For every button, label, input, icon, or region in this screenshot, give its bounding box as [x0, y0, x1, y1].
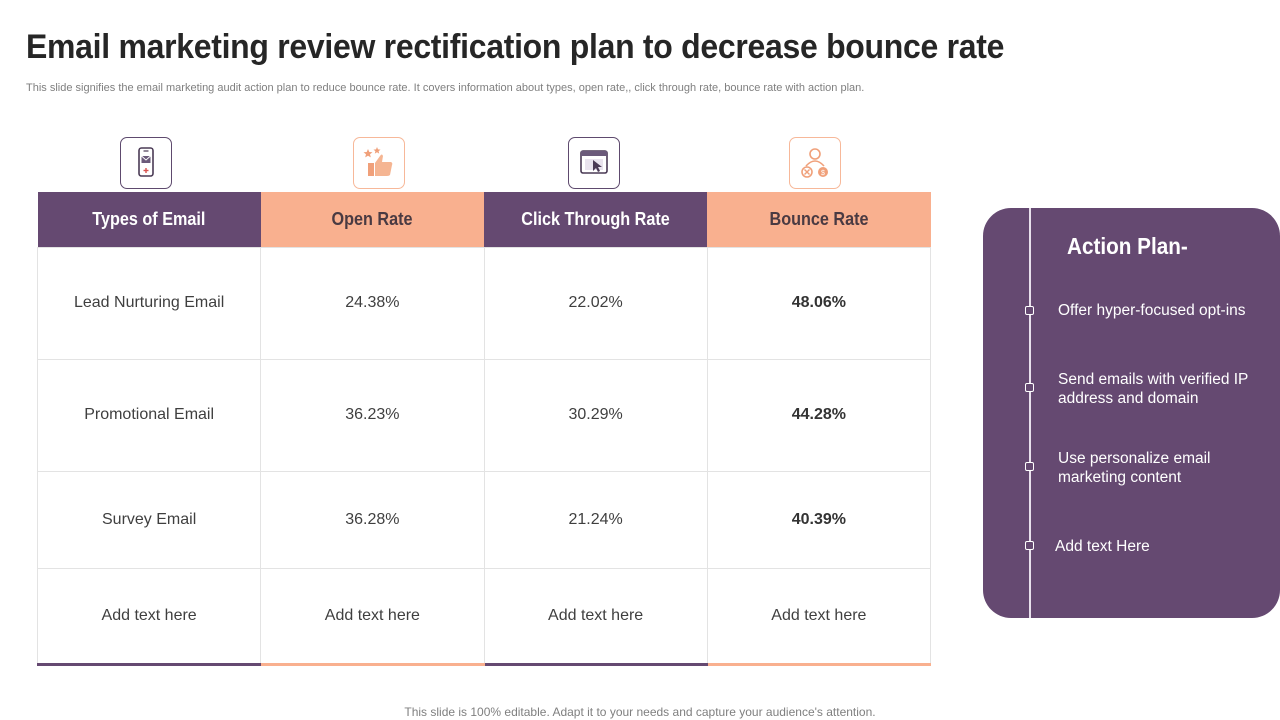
- action-plan-item: Use personalize email marketing content: [1058, 450, 1211, 486]
- page-subtitle: This slide signifies the email marketing…: [26, 82, 865, 94]
- bounce-cost-icon: $: [789, 137, 841, 189]
- action-plan-panel: [983, 208, 1280, 618]
- open-rate-cell: 36.23%: [260, 358, 485, 472]
- click-through-rate-cell: 21.24%: [483, 470, 708, 569]
- timeline-marker: [1025, 383, 1034, 392]
- footer-note: This slide is 100% editable. Adapt it to…: [404, 705, 876, 719]
- open-rate-cell: Add text here: [260, 567, 485, 666]
- timeline-marker: [1025, 462, 1034, 471]
- click-through-rate-cell: Add text here: [483, 567, 708, 666]
- email-type-cell: Lead Nurturing Email: [36, 246, 262, 360]
- timeline-marker: [1025, 541, 1034, 550]
- browser-click-icon: [568, 137, 620, 189]
- bounce-rate-cell: 44.28%: [706, 358, 932, 472]
- page-title: Email marketing review rectification pla…: [26, 28, 1005, 66]
- open-rate-cell: 36.28%: [260, 470, 485, 569]
- column-header-types: Types of Email: [37, 192, 261, 247]
- bounce-rate-cell: 40.39%: [706, 470, 932, 569]
- mobile-email-icon: [120, 137, 172, 189]
- click-through-rate-cell: 22.02%: [483, 246, 708, 360]
- bounce-rate-cell: Add text here: [706, 567, 932, 666]
- action-plan-item: Add text Here: [1055, 538, 1150, 555]
- column-header-open-rate: Open Rate: [260, 192, 484, 247]
- table-row: Add text here Add text here Add text her…: [36, 567, 932, 666]
- column-header-click-through-rate: Click Through Rate: [484, 192, 708, 247]
- thumbs-up-stars-icon: [353, 137, 405, 189]
- action-plan-title: Action Plan-: [1067, 233, 1188, 259]
- table-row: Lead Nurturing Email 24.38% 22.02% 48.06…: [36, 246, 932, 360]
- table-row: Promotional Email 36.23% 30.29% 44.28%: [36, 358, 932, 472]
- email-metrics-table: Types of Email Open Rate Click Through R…: [36, 192, 932, 666]
- click-through-rate-cell: 30.29%: [483, 358, 708, 472]
- open-rate-cell: 24.38%: [260, 246, 485, 360]
- email-type-cell: Promotional Email: [36, 358, 262, 472]
- action-plan-item: Send emails with verified IP address and…: [1058, 371, 1249, 407]
- svg-text:$: $: [821, 170, 825, 177]
- column-header-bounce-rate: Bounce Rate: [707, 192, 931, 247]
- action-plan-item: Offer hyper-focused opt-ins: [1058, 302, 1246, 319]
- table-row: Survey Email 36.28% 21.24% 40.39%: [36, 470, 932, 569]
- timeline-marker: [1025, 306, 1034, 315]
- action-plan-timeline: [1029, 208, 1031, 618]
- email-type-cell: Survey Email: [36, 470, 262, 569]
- email-type-cell: Add text here: [36, 567, 262, 666]
- bounce-rate-cell: 48.06%: [706, 246, 932, 360]
